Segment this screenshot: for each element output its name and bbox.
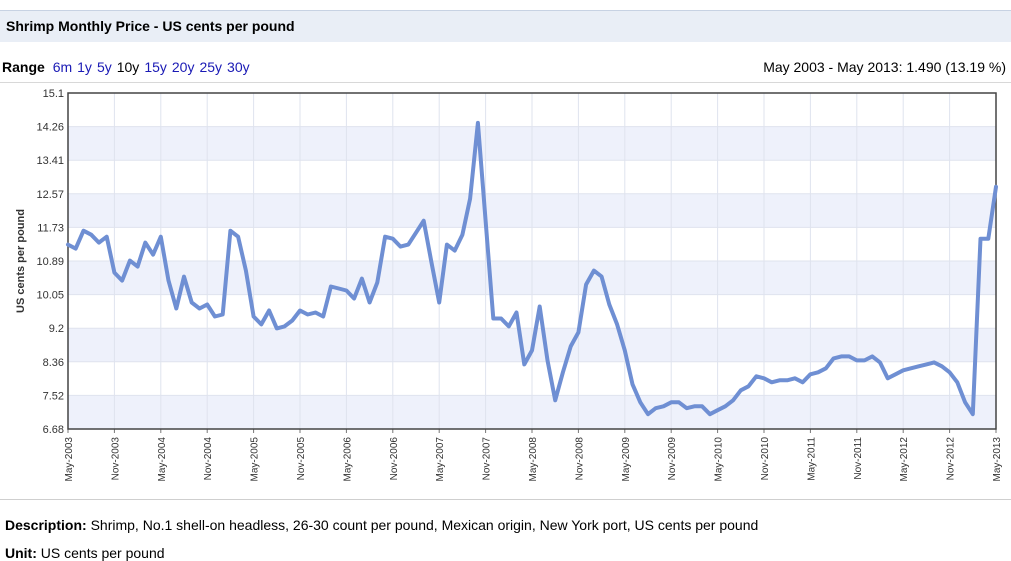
y-tick-label: 10.89	[36, 256, 64, 268]
description: Description: Shrimp, No.1 shell-on headl…	[5, 517, 758, 533]
plot-frame	[67, 92, 997, 430]
y-tick-label: 11.73	[37, 222, 64, 234]
y-tick-label: 15.1	[43, 88, 64, 100]
x-tick-label: Nov-2007	[482, 437, 493, 481]
y-tick-label: 8.36	[43, 357, 64, 369]
title-bar: Shrimp Monthly Price - US cents per poun…	[0, 10, 1011, 42]
range-selector: Range 6m 1y 5y 10y 15y 20y 25y 30y	[2, 59, 255, 75]
x-tick-label: May-2010	[714, 437, 725, 482]
x-tick-label: Nov-2003	[110, 437, 121, 481]
unit-text: US cents per pound	[40, 545, 165, 561]
x-tick-label: May-2005	[250, 437, 261, 482]
x-tick-label: May-2007	[435, 437, 446, 482]
x-tick-label: Nov-2010	[760, 437, 771, 481]
range-option-20y[interactable]: 20y	[171, 59, 195, 75]
x-tick-label: May-2008	[528, 437, 539, 482]
y-tick-label: 9.2	[49, 323, 64, 335]
range-option-30y[interactable]: 30y	[227, 59, 250, 75]
range-option-15y[interactable]: 15y	[144, 59, 167, 75]
y-tick-label: 10.05	[36, 290, 64, 302]
description-label: Description:	[5, 517, 87, 533]
x-tick-label: Nov-2011	[853, 437, 864, 480]
y-tick-label: 7.52	[43, 390, 64, 402]
range-option-6m[interactable]: 6m	[52, 59, 73, 75]
x-tick-label: May-2011	[806, 437, 817, 481]
x-tick-label: Nov-2009	[667, 437, 678, 481]
y-axis-label: US cents per pound	[15, 209, 27, 313]
range-option-10y[interactable]: 10y	[116, 59, 140, 75]
x-tick-label: May-2006	[342, 437, 353, 482]
x-tick-label: May-2004	[157, 437, 168, 482]
description-text: Shrimp, No.1 shell-on headless, 26-30 co…	[90, 517, 759, 533]
range-options: 6m 1y 5y 10y 15y 20y 25y 30y	[53, 59, 255, 75]
range-label: Range	[2, 59, 45, 75]
range-summary: May 2003 - May 2013: 1.490 (13.19 %)	[763, 59, 1006, 75]
x-tick-label: May-2003	[64, 437, 75, 482]
range-option-1y[interactable]: 1y	[77, 59, 92, 75]
x-tick-label: May-2013	[992, 437, 1003, 482]
x-tick-label: May-2009	[621, 437, 632, 482]
y-tick-label: 12.57	[36, 189, 64, 201]
x-tick-label: Nov-2005	[296, 437, 307, 481]
unit: Unit: US cents per pound	[5, 545, 165, 561]
x-tick-label: Nov-2008	[574, 437, 585, 481]
series-line	[66, 120, 998, 417]
x-tick-label: May-2012	[899, 437, 910, 482]
x-tick-label: Nov-2006	[389, 437, 400, 481]
page-title: Shrimp Monthly Price - US cents per poun…	[6, 18, 295, 34]
x-tick-label: Nov-2004	[203, 437, 214, 481]
range-option-25y[interactable]: 25y	[199, 59, 223, 75]
y-tick-label: 14.26	[36, 122, 64, 134]
price-chart: 15.1 14.26 13.41 12.57 11.73 10.89 10.05 9.2 8.3…	[15, 88, 1003, 482]
y-tick-label: 6.68	[43, 424, 64, 436]
y-tick-label: 13.41	[36, 155, 64, 167]
unit-label: Unit:	[5, 545, 37, 561]
range-option-5y[interactable]: 5y	[96, 59, 112, 75]
x-tick-label: Nov-2012	[946, 437, 957, 481]
chart-container	[0, 82, 1011, 500]
